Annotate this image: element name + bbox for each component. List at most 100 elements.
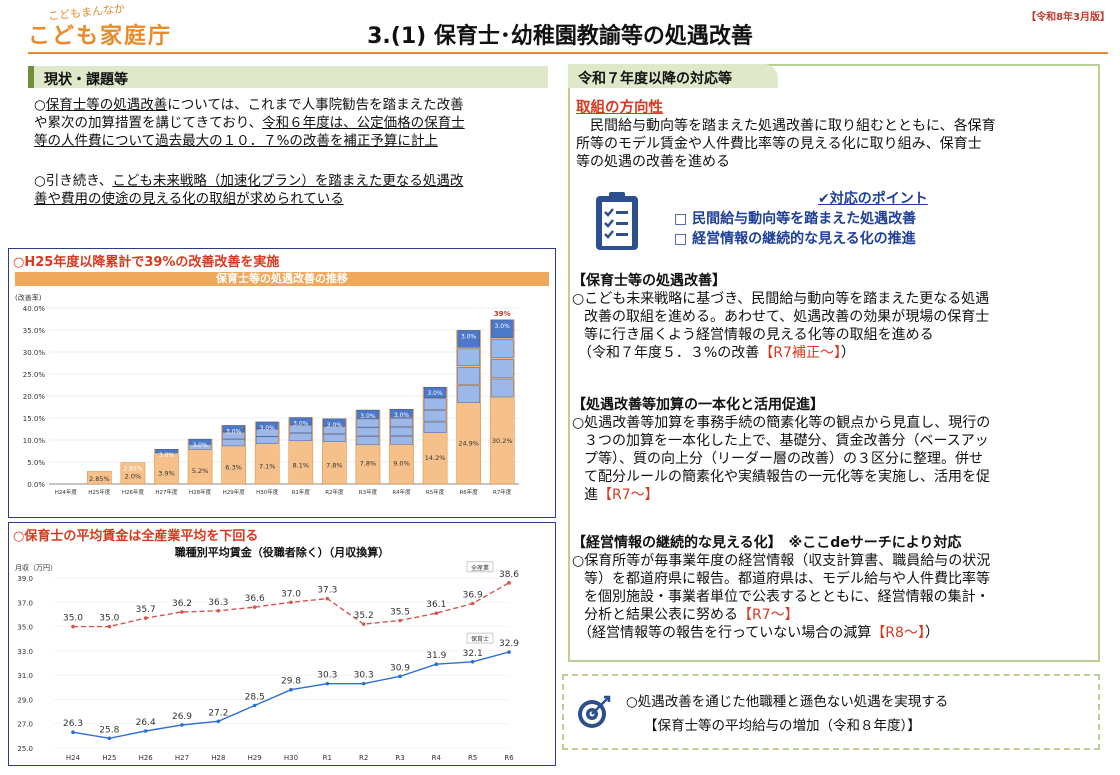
data-label: 35.5 bbox=[390, 608, 410, 618]
data-point bbox=[434, 611, 439, 616]
direction-line: 所等のモデル賃金や人件費比率等の見える化に取り組み、保育士 bbox=[576, 136, 982, 152]
x-tick-label: R3年度 bbox=[359, 488, 378, 496]
bar-layer bbox=[423, 410, 447, 422]
text-line: 等）を都道府県に報告。都道府県は、モデル給与や人件費比率等 bbox=[584, 571, 990, 587]
y-tick-label: 20.0% bbox=[23, 393, 46, 401]
data-label: 38.6 bbox=[499, 570, 519, 580]
target-icon bbox=[578, 695, 611, 728]
goal-text: ○処遇改善を通じた他職種と遜色ない処遇を実現する 【保育士等の平均給与の増加（令… bbox=[626, 690, 1096, 738]
wage-line-chart: 月収（万円） 25.0 27.0 29.0 31.0 33.0 35.0 37.0 39.0 H2… bbox=[15, 561, 519, 762]
bar-value-label: 7.8% bbox=[326, 462, 343, 470]
y-tick-label: 5.0% bbox=[27, 459, 45, 467]
x-tick-label: R4年度 bbox=[392, 488, 411, 496]
x-tick-label: H26 bbox=[139, 754, 154, 762]
data-label: 36.9 bbox=[463, 591, 483, 601]
bar-layer bbox=[356, 436, 380, 446]
text-run: こども未来戦略（加速化プラン）を踏まえた更なる処遇改 bbox=[112, 173, 464, 189]
data-point bbox=[289, 600, 293, 605]
bar-layer bbox=[155, 449, 178, 454]
text-line: 改善の取組を進める。あわせて、処遇改善の効果が現場の保育士 bbox=[584, 309, 990, 325]
text-line: 等に行き届くよう経営情報の見える化等の取組を進める bbox=[584, 327, 934, 343]
bar-layer bbox=[457, 385, 480, 403]
y-axis-label: (改善率) bbox=[15, 293, 42, 302]
section-allowance-unification: 【処遇改善等加算の一本化と活用促進】 ○処遇改善等加算を事務手続の簡素化等の観点… bbox=[572, 396, 1098, 504]
bar-layer bbox=[323, 434, 346, 442]
data-label: 30.9 bbox=[390, 663, 410, 673]
data-point bbox=[71, 730, 75, 735]
y-tick-label: 30.0% bbox=[23, 349, 46, 357]
data-point bbox=[398, 674, 402, 679]
bar-layer-label: 3.0% bbox=[159, 452, 175, 459]
legend-label: 保育士 bbox=[471, 635, 489, 643]
x-tick-label: H30 bbox=[284, 754, 298, 762]
chart-heading: ○H25年度以降累計で39%の改善改善を実施 bbox=[13, 255, 280, 270]
x-tick-label: R6 bbox=[504, 754, 514, 762]
bar-layer-label: 2.85% bbox=[123, 466, 142, 473]
data-point bbox=[143, 729, 148, 733]
legend-label: 全産業 bbox=[471, 564, 489, 572]
bar-layer bbox=[457, 367, 480, 385]
data-point bbox=[361, 622, 366, 626]
x-tick-label: R2 bbox=[359, 754, 368, 762]
data-point bbox=[507, 650, 511, 654]
x-tick-label: H29年度 bbox=[223, 488, 246, 496]
data-point bbox=[216, 719, 221, 724]
chart-heading: ○保育士の平均賃金は全産業平均を下回る bbox=[13, 529, 259, 544]
text-run: 等の人件費について過去最大の１０．７%の改善を補正予算に計上 bbox=[34, 133, 438, 149]
data-point bbox=[252, 605, 257, 609]
bar-value-label: 2.85% bbox=[89, 475, 110, 483]
bar-layer bbox=[423, 398, 447, 410]
bar-layer-label: 3.0% bbox=[293, 421, 309, 428]
key-point-item: □ 経営情報の継続的な見える化の推進 bbox=[674, 231, 916, 247]
bar-layer bbox=[255, 421, 279, 429]
schedule-tag: 【R7補正～】 bbox=[759, 345, 841, 361]
x-tick-label: R4 bbox=[432, 754, 442, 762]
bar-value-label: 14.2% bbox=[425, 454, 446, 462]
y-tick-label: 0.0% bbox=[27, 481, 45, 489]
schedule-tag: 【R8～】 bbox=[871, 625, 925, 641]
bar-layer bbox=[289, 433, 313, 442]
x-tick-label: R1年度 bbox=[292, 488, 311, 496]
schedule-tag: 【R7～】 bbox=[738, 607, 799, 623]
text-run: 分析と結果公表に努める bbox=[584, 607, 738, 623]
text-line: ○保育所等が毎事業年度の経営情報（収支計算書、職員給与の状況 bbox=[572, 553, 991, 569]
y-tick-label: 10.0% bbox=[23, 437, 46, 445]
text-run: ） bbox=[924, 625, 939, 641]
y-tick-label: 15.0% bbox=[23, 415, 46, 423]
data-label: 30.3 bbox=[354, 671, 374, 681]
bar bbox=[120, 462, 146, 485]
cumulative-label: 39% bbox=[494, 310, 511, 318]
y-tick-label: 40.0% bbox=[23, 305, 46, 313]
x-tick-label: H25年度 bbox=[88, 488, 111, 496]
key-point-item: □ 民間給与動向等を踏まえた処遇改善 bbox=[674, 211, 917, 227]
data-point bbox=[507, 581, 511, 585]
text-run: ○引き続き、 bbox=[34, 173, 113, 189]
bar-layer bbox=[457, 330, 480, 348]
text-run: 進 bbox=[584, 487, 598, 503]
bar-layer bbox=[490, 378, 514, 398]
bar-layer bbox=[490, 359, 514, 378]
chart-banner: 保育士等の処遇改善の推移 bbox=[15, 272, 549, 286]
bar-layer-label: 3.0% bbox=[495, 323, 511, 330]
data-point bbox=[325, 596, 330, 601]
clipboard-icon bbox=[596, 192, 638, 250]
data-label: 35.2 bbox=[354, 611, 374, 621]
status-paragraph-1: ○保育士等の処遇改善については、これまで人事院勧告を踏まえた改善 や累次の加算措… bbox=[34, 96, 554, 150]
x-tick-label: R7年度 bbox=[493, 488, 512, 496]
bar-value-label: 6.3% bbox=[225, 463, 242, 471]
section-header-status: 現状・課題等 bbox=[28, 66, 548, 88]
text-line: プ等）、質の向上分（リーダー層の改善）の３区分に整理。併せ bbox=[584, 451, 983, 467]
data-label: 36.6 bbox=[245, 594, 265, 604]
bar-layer-label: 3.0% bbox=[327, 422, 343, 429]
text-line: て配分ルールの簡素化や実績報告の一元化等を実施し、活用を促 bbox=[584, 469, 990, 485]
text-run: については、これまで人事院勧告を踏まえた改善 bbox=[167, 97, 464, 113]
x-tick-label: H24年度 bbox=[55, 488, 78, 496]
status-paragraph-2: ○引き続き、こども未来戦略（加速化プラン）を踏まえた更なる処遇改 善や費用の使途… bbox=[34, 172, 554, 208]
y-tick-label: 25.0 bbox=[17, 745, 33, 753]
y-tick-label: 29.0 bbox=[17, 696, 33, 704]
data-point bbox=[71, 624, 75, 629]
bar-layer bbox=[490, 319, 514, 339]
goal-box bbox=[562, 674, 1100, 750]
data-label: 26.4 bbox=[136, 718, 156, 728]
section-heading: 【保育士等の処遇改善】 bbox=[572, 273, 726, 289]
